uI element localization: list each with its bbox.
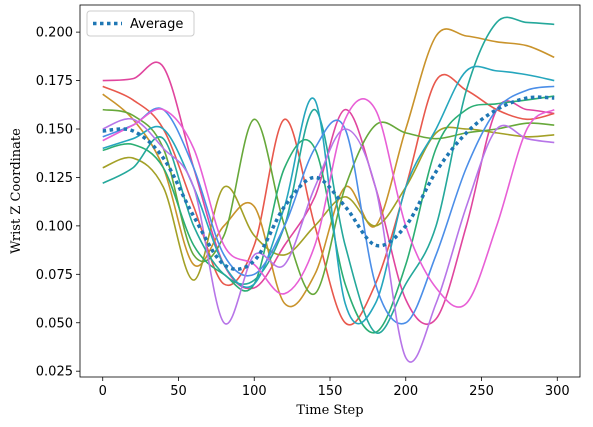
series-line-9 — [102, 85, 555, 325]
y-tick-label: 0.175 — [36, 74, 73, 89]
series-line-6 — [102, 95, 555, 334]
y-tick-label: 0.050 — [36, 316, 73, 331]
series-line-10 — [102, 117, 555, 363]
y-tick-label: 0.025 — [36, 365, 73, 380]
legend-box — [86, 10, 195, 37]
y-tick-label: 0.200 — [36, 26, 73, 41]
series-line-3 — [102, 28, 555, 308]
x-tick-label: 300 — [545, 384, 570, 399]
average-line — [102, 95, 555, 271]
y-tick-label: 0.100 — [36, 219, 73, 234]
y-tick-label: 0.075 — [36, 268, 73, 283]
series-line-2 — [102, 73, 555, 326]
y-axis-label: Wrist Z Coordinate — [9, 128, 24, 254]
x-tick-label: 50 — [170, 384, 187, 399]
y-tick-label: 0.125 — [36, 171, 73, 186]
x-tick-label: 150 — [318, 384, 343, 399]
x-tick-label: 200 — [393, 384, 418, 399]
series-line-11 — [102, 98, 555, 308]
legend: Average — [86, 10, 195, 37]
x-tick-label: 0 — [99, 384, 107, 399]
x-tick-label: 100 — [242, 384, 267, 399]
legend-label-average: Average — [130, 17, 183, 32]
x-axis-ticks: 0 50 100 150 200 250 300 — [99, 377, 570, 399]
x-axis-label: Time Step — [296, 403, 363, 418]
y-tick-label: 0.150 — [36, 123, 73, 138]
x-tick-label: 250 — [469, 384, 494, 399]
average-layer — [102, 95, 555, 271]
series-line-4 — [102, 126, 555, 281]
y-axis-ticks: 0.025 0.050 0.075 0.100 0.125 0.150 0.175 0.200 — [36, 26, 80, 380]
series-line-5 — [102, 108, 555, 295]
